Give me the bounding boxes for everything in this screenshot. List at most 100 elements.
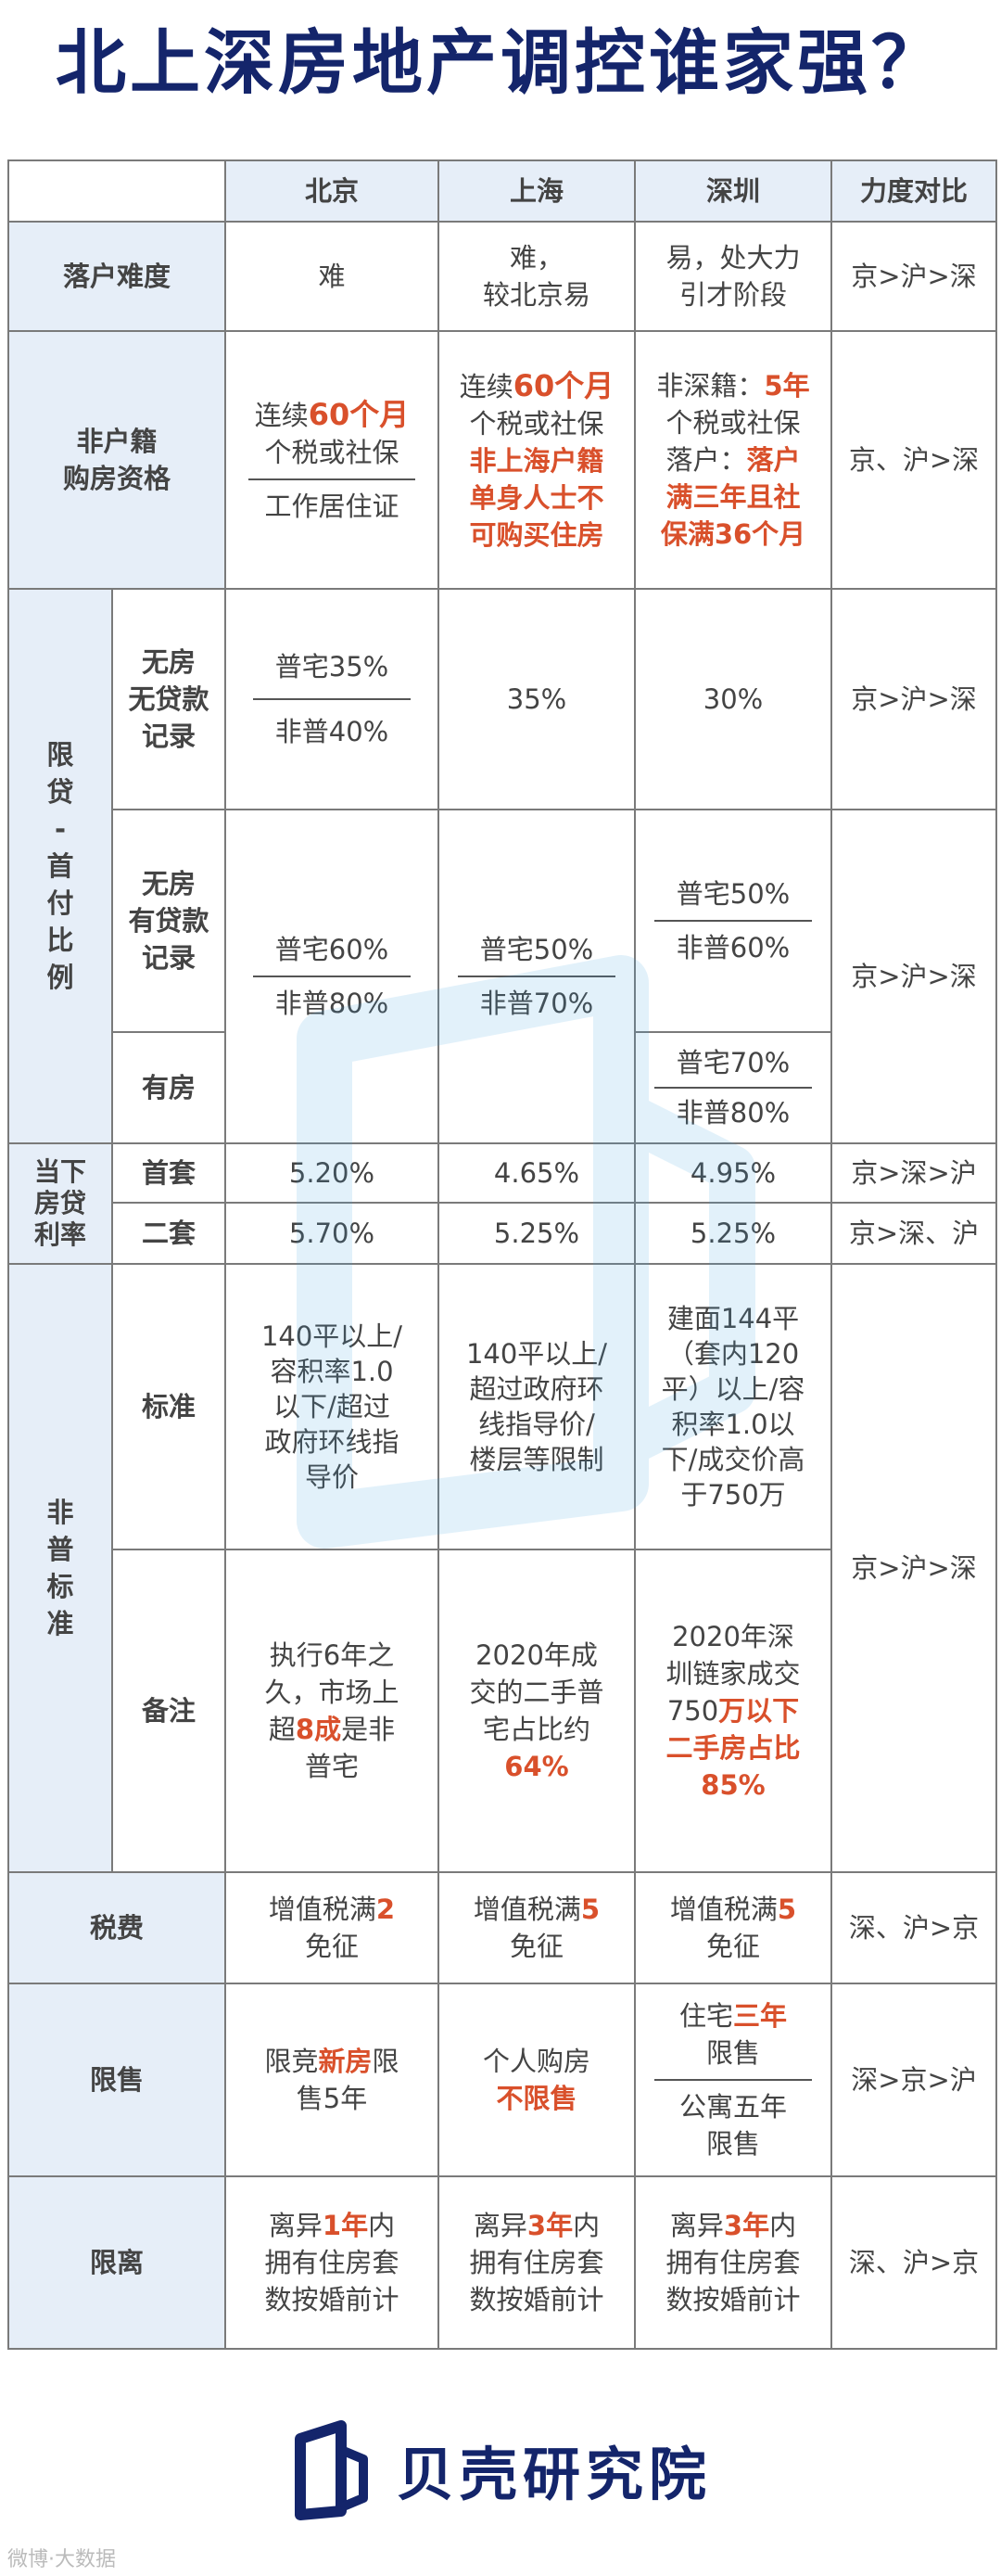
row-sale: 限售 限竞新房限 售5年 个人购房 不限售 住宅三年 限售 公寓五年 限售 深>京>沪 — [7, 1983, 997, 2177]
std-bj: 140平以上/ 容积率1.0 以下/超过 政府环线指 导价 — [224, 1263, 439, 1550]
nh-bj: 普宅35% 非普40% — [224, 588, 439, 810]
qual-bj-l2: 个税或社保 — [264, 436, 399, 468]
tax-bj-l1: 增值税满2 — [227, 1891, 437, 1928]
rate-first-compare: 京>深>沪 — [830, 1142, 997, 1204]
row-rate-second: 二套 5.70% 5.25% 5.25% 京>深、沪 — [8, 1202, 997, 1265]
row-divorce: 限离 离异1年内 拥有住房套 数按婚前计 离异3年内 拥有住房套 数按婚前计 离异3年内… — [7, 2175, 997, 2350]
qual-sz-l5: 保满36个月 — [660, 518, 806, 550]
qual-sz-l2: 个税或社保 — [665, 407, 801, 439]
divider — [654, 1087, 812, 1089]
label-nohouse: 无房 无贷款 记录 — [111, 588, 226, 810]
std-sz-l5: 下/成交价高 — [661, 1444, 805, 1475]
loan-c5: 付 — [46, 887, 74, 919]
settle-sh-l1: 难， — [509, 242, 564, 274]
header-shanghai: 上海 — [437, 159, 636, 223]
hl-sh2: 非普70% — [479, 988, 594, 1019]
qual-sz-e: 落户 — [746, 444, 801, 476]
sale-bj: 限竞新房限 售5年 — [224, 1983, 439, 2177]
std-sh-l3: 线指导价/ — [478, 1409, 595, 1440]
std-sh-l1: 140平以上/ — [465, 1338, 608, 1370]
qual-bj-l3: 工作居住证 — [264, 490, 399, 522]
qual-sz-b: 5年 — [764, 370, 810, 402]
settle-sz-l1: 易，处大力 — [665, 242, 801, 274]
qual-bj-b: 60个月 — [308, 396, 410, 432]
qual-sh: 连续60个月 个税或社保 非上海户籍 单身人士不 可购买住房 — [437, 330, 636, 590]
hl-l3: 记录 — [141, 942, 196, 974]
label-nonstandard: 非 普 标 准 — [7, 1263, 113, 1873]
div-sh: 离异3年内 拥有住房套 数按婚前计 — [437, 2175, 636, 2350]
note-sh-l1: 2020年成 — [475, 1639, 598, 1671]
yf-sz2: 非普80% — [676, 1097, 791, 1129]
row-loan-house: 有房 普宅70% 非普80% — [8, 1031, 996, 1144]
sale-sh-b: 不限售 — [496, 2083, 577, 2114]
hl-bj2: 非普80% — [274, 988, 389, 1019]
brand-logo-icon — [294, 2420, 368, 2520]
divider — [253, 976, 411, 977]
div-bj-l1: 离异1年内 — [227, 2207, 437, 2244]
hl-l2: 有贷款 — [128, 905, 209, 937]
std-sz: 建面144平 （套内120 平）以上/容 积率1.0以 下/成交价高 于750万 — [634, 1263, 832, 1550]
qual-sz-a: 非深籍： — [656, 370, 765, 402]
label-note: 备注 — [111, 1549, 226, 1873]
qual-bj-l1: 连续60个月 — [227, 396, 437, 434]
tax-sh-l1: 增值税满5 — [440, 1891, 633, 1928]
qual-sh-b: 60个月 — [513, 367, 615, 403]
rate-first-sh: 4.65% — [437, 1142, 636, 1204]
std-sz-l1: 建面144平 — [666, 1303, 800, 1334]
label-standard: 标准 — [111, 1263, 226, 1550]
settle-compare: 京>沪>深 — [830, 221, 997, 332]
note-sh-l4: 64% — [504, 1751, 569, 1782]
div-sh-l2: 拥有住房套 — [469, 2247, 604, 2278]
tax-bj-b: 2 — [375, 1894, 396, 1925]
qual-sh-l2: 个税或社保 — [469, 407, 604, 440]
rate-l1: 当下 — [33, 1156, 86, 1187]
sale-sz-e: 限售 — [705, 2128, 760, 2160]
comparison-table: 北京 上海 深圳 力度对比 落户难度 难 难， 较北京易 易，处大力 引才阶段 京>… — [7, 159, 997, 2350]
settle-sh: 难， 较北京易 — [437, 221, 636, 332]
hl-bj: 普宅60% 非普80% — [224, 809, 439, 1144]
image-credit: 微博·大数据 — [7, 2548, 116, 2571]
header-beijing: 北京 — [224, 159, 439, 223]
note-bj-l1: 执行6年之 — [269, 1639, 395, 1671]
yf-sz1: 普宅70% — [676, 1047, 791, 1078]
qual-sh-l3: 非上海户籍 — [469, 444, 604, 477]
row-qualification: 非户籍 购房资格 连续60个月 个税或社保 工作居住证 连续60个月 个税或社保 … — [7, 330, 997, 590]
divider — [654, 920, 812, 922]
sale-bj-d: 售5年 — [296, 2083, 368, 2114]
loan-c7: 例 — [46, 962, 74, 993]
sale-sz-b: 三年 — [733, 2000, 788, 2032]
divider — [458, 976, 615, 977]
label-settle: 落户难度 — [7, 221, 226, 332]
std-bj-l4: 政府环线指 — [264, 1426, 399, 1458]
rate-l3: 利率 — [33, 1219, 86, 1250]
div-bj-a: 离异 — [268, 2210, 323, 2241]
div-sh-c: 内 — [573, 2210, 601, 2241]
note-sz-l2: 圳链家成交 — [665, 1658, 801, 1690]
std-compare: 京>沪>深 — [830, 1263, 997, 1873]
row-note: 备注 执行6年之 久，市场上 超8成是非 普宅 2020年成 交的二手普 宅占比… — [8, 1549, 996, 1873]
corner-cell — [7, 159, 226, 223]
div-sz: 离异3年内 拥有住房套 数按婚前计 — [634, 2175, 832, 2350]
sale-sz: 住宅三年 限售 公寓五年 限售 — [634, 1983, 832, 2177]
row-rate-first: 当下 房贷 利率 首套 5.20% 4.65% 4.95% 京>深>沪 — [7, 1142, 997, 1265]
qual-sz-l4: 满三年且社 — [665, 481, 801, 513]
nh-bj1: 普宅35% — [274, 651, 389, 682]
nh-bj2: 非普40% — [274, 716, 389, 747]
label-rate-first: 首套 — [111, 1142, 226, 1204]
tax-sh-c: 免征 — [509, 1931, 564, 1962]
nh-l3: 记录 — [141, 721, 196, 752]
divider — [253, 698, 411, 700]
qual-sh-l4: 单身人士不 — [469, 481, 604, 514]
rate-first-bj: 5.20% — [224, 1142, 439, 1204]
rate-second-bj: 5.70% — [224, 1202, 439, 1265]
div-bj-b: 1年 — [322, 2210, 369, 2241]
tax-bj-c: 免征 — [304, 1931, 359, 1962]
loan-c1: 限 — [46, 739, 74, 771]
qual-sz: 非深籍：5年 个税或社保 落户：落户 满三年且社 保满36个月 — [634, 330, 832, 590]
label-house: 有房 — [111, 1031, 226, 1144]
row-standard: 非 普 标 准 标准 140平以上/ 容积率1.0 以下/超过 政府环线指 导价… — [7, 1263, 997, 1873]
tax-sh-a: 增值税满 — [473, 1894, 581, 1925]
std-c4: 准 — [46, 1608, 74, 1639]
qual-sz-l1: 非深籍：5年 — [637, 367, 830, 404]
qual-sh-l5: 可购买住房 — [469, 518, 604, 551]
